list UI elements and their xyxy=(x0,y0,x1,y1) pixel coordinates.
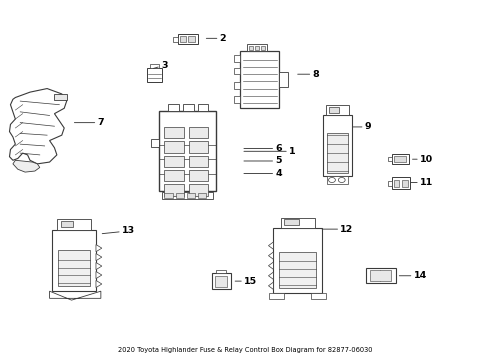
Bar xyxy=(175,193,184,198)
Bar xyxy=(270,293,284,300)
Text: 3: 3 xyxy=(153,61,168,70)
Bar xyxy=(234,68,240,74)
Polygon shape xyxy=(49,291,101,300)
Text: 2020 Toyota Highlander Fuse & Relay Control Box Diagram for 82877-06030: 2020 Toyota Highlander Fuse & Relay Cont… xyxy=(118,347,372,354)
Bar xyxy=(168,104,179,111)
Text: 15: 15 xyxy=(235,276,257,285)
Bar xyxy=(234,82,240,89)
Bar xyxy=(147,68,162,82)
Bar xyxy=(212,273,231,289)
Polygon shape xyxy=(96,244,102,252)
Bar xyxy=(402,180,408,187)
Bar xyxy=(198,193,206,198)
Bar xyxy=(234,55,240,62)
Bar xyxy=(392,154,409,163)
Bar xyxy=(164,141,184,153)
Bar xyxy=(234,96,240,103)
Polygon shape xyxy=(269,262,273,269)
Bar xyxy=(164,127,184,138)
Bar xyxy=(164,170,184,181)
Text: 2: 2 xyxy=(206,34,226,43)
Bar xyxy=(327,134,347,173)
Bar xyxy=(393,156,406,162)
Circle shape xyxy=(329,177,335,183)
Bar xyxy=(216,270,226,273)
Bar xyxy=(179,36,186,42)
Bar xyxy=(392,177,410,189)
Text: 12: 12 xyxy=(322,225,353,234)
Bar xyxy=(54,94,67,100)
Bar xyxy=(329,107,339,113)
Bar xyxy=(312,293,326,300)
Bar xyxy=(172,37,177,41)
Bar xyxy=(189,156,208,167)
Bar xyxy=(150,64,159,68)
Polygon shape xyxy=(96,271,102,279)
Polygon shape xyxy=(269,272,273,279)
Bar xyxy=(177,34,198,44)
Bar xyxy=(323,116,351,176)
Bar xyxy=(197,104,208,111)
Bar xyxy=(388,181,392,186)
Bar xyxy=(61,221,73,226)
Bar xyxy=(326,105,349,116)
Bar xyxy=(187,193,195,198)
Polygon shape xyxy=(96,253,102,261)
Bar xyxy=(247,44,267,51)
Bar xyxy=(164,193,172,198)
Bar xyxy=(393,180,399,187)
Bar xyxy=(164,156,184,167)
Bar xyxy=(279,252,317,288)
Text: 1: 1 xyxy=(244,147,295,156)
Bar xyxy=(261,45,265,50)
Bar xyxy=(189,127,208,138)
Bar xyxy=(57,220,91,230)
Polygon shape xyxy=(13,160,40,172)
Bar xyxy=(327,176,347,184)
Bar xyxy=(281,218,315,228)
Bar xyxy=(279,72,288,87)
Text: 13: 13 xyxy=(102,226,135,235)
Bar xyxy=(189,184,208,196)
Text: 8: 8 xyxy=(298,70,319,79)
Bar xyxy=(388,157,392,161)
Polygon shape xyxy=(269,252,273,259)
Bar xyxy=(284,219,299,225)
Text: 4: 4 xyxy=(244,169,282,178)
Polygon shape xyxy=(269,282,273,289)
Text: 11: 11 xyxy=(411,178,433,187)
Circle shape xyxy=(338,177,345,183)
Text: 6: 6 xyxy=(244,144,282,153)
Bar xyxy=(162,192,213,199)
Bar xyxy=(188,36,195,42)
Bar xyxy=(164,184,184,196)
Bar xyxy=(366,267,396,283)
Bar xyxy=(58,250,90,286)
Bar xyxy=(183,104,194,111)
Polygon shape xyxy=(96,262,102,270)
Text: 5: 5 xyxy=(244,157,282,166)
Bar xyxy=(369,270,391,281)
Text: 14: 14 xyxy=(399,271,427,280)
Bar xyxy=(189,170,208,181)
Bar xyxy=(215,276,227,287)
Polygon shape xyxy=(9,89,67,164)
Bar xyxy=(151,139,159,147)
Text: 9: 9 xyxy=(353,122,371,131)
Bar xyxy=(240,51,279,108)
Polygon shape xyxy=(269,242,273,249)
Text: 10: 10 xyxy=(413,155,433,164)
Bar xyxy=(159,111,216,192)
Bar xyxy=(255,45,259,50)
Text: 7: 7 xyxy=(74,118,104,127)
Bar xyxy=(273,228,322,293)
Bar xyxy=(52,230,96,291)
Bar xyxy=(249,45,253,50)
Polygon shape xyxy=(96,280,102,288)
Bar xyxy=(189,141,208,153)
